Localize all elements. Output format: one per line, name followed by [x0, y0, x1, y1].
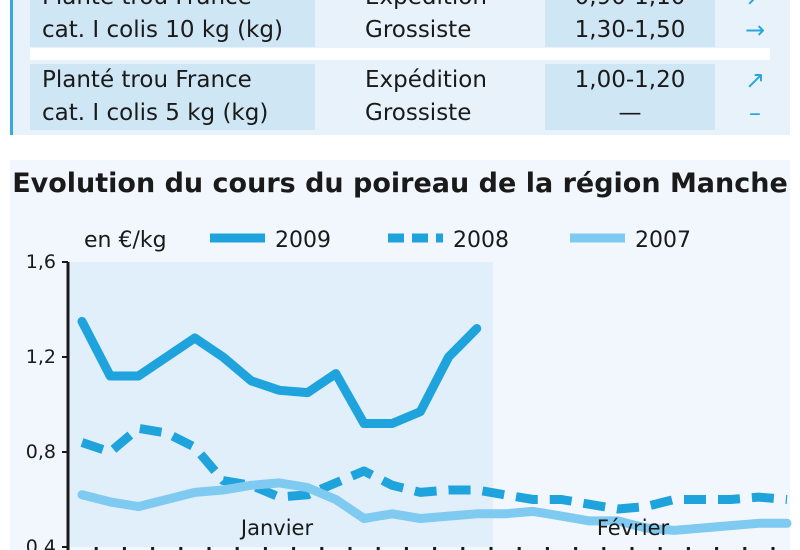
table-row: Planté trou France cat. I colis 5 kg (kg…	[30, 64, 770, 134]
series-line-2009	[77, 316, 482, 428]
legend-label-2009: 2009	[275, 228, 331, 253]
series-layer	[77, 316, 792, 535]
label-layer: Janvier Février	[239, 516, 670, 540]
month-label-janvier: Janvier	[239, 516, 314, 540]
stage-line: Grossiste	[365, 17, 472, 43]
y-tick-label: 0,4	[26, 536, 56, 550]
table-row: Planté trou France cat. I colis 10 kg (k…	[30, 0, 770, 51]
trend-cell: ↗ →	[730, 0, 780, 47]
price-line: —	[618, 100, 642, 126]
product-line: Planté trou France	[42, 67, 252, 93]
price-cell: 0,90-1,10 1,30-1,50	[545, 0, 715, 47]
table-left-rule	[10, 0, 13, 135]
trend-cell: ↗ –	[730, 64, 780, 130]
series-line-2007	[77, 478, 792, 535]
month-label-fevrier: Février	[597, 516, 670, 540]
stage-line: Grossiste	[365, 100, 472, 126]
stage-line: Expédition	[365, 67, 487, 93]
price-line: 1,30-1,50	[574, 17, 686, 43]
legend-label-2008: 2008	[453, 228, 509, 253]
trend-arrow-icon: →	[744, 16, 766, 44]
trend-arrow-icon: –	[749, 99, 761, 127]
y-unit-label: en €/kg	[84, 228, 167, 253]
price-line: 1,00-1,20	[574, 67, 686, 93]
price-cell: 1,00-1,20 —	[545, 64, 715, 130]
product-cell: Planté trou France cat. I colis 5 kg (kg…	[30, 64, 315, 130]
product-cell: Planté trou France cat. I colis 10 kg (k…	[30, 0, 315, 47]
product-line: cat. I colis 5 kg (kg)	[42, 100, 269, 126]
y-tick-label: 1,6	[26, 251, 56, 273]
price-table: Planté trou France cat. I colis 10 kg (k…	[0, 0, 800, 140]
stage-cell: Expédition Grossiste	[335, 0, 535, 47]
y-tick-label: 0,8	[26, 441, 56, 463]
product-line: Planté trou France	[42, 0, 315, 14]
legend-label-2007: 2007	[635, 228, 691, 253]
y-tick-label: 1,2	[26, 346, 56, 368]
row-separator	[30, 48, 770, 60]
stage-cell: Expédition Grossiste	[335, 64, 535, 130]
product-line: cat. I colis 10 kg (kg)	[42, 17, 283, 43]
stage-line: Expédition	[365, 0, 535, 14]
price-line: 0,90-1,10	[545, 0, 715, 14]
legend: en €/kg 2009 2008 2007	[84, 228, 691, 253]
axis-layer: 1,6 1,2 0,8 0,4	[26, 251, 775, 550]
trend-arrow-icon: ↗	[744, 66, 766, 94]
chart-title: Evolution du cours du poireau de la régi…	[12, 168, 788, 199]
series-line-2008	[80, 423, 788, 514]
trend-arrow-icon: ↗	[730, 0, 780, 14]
